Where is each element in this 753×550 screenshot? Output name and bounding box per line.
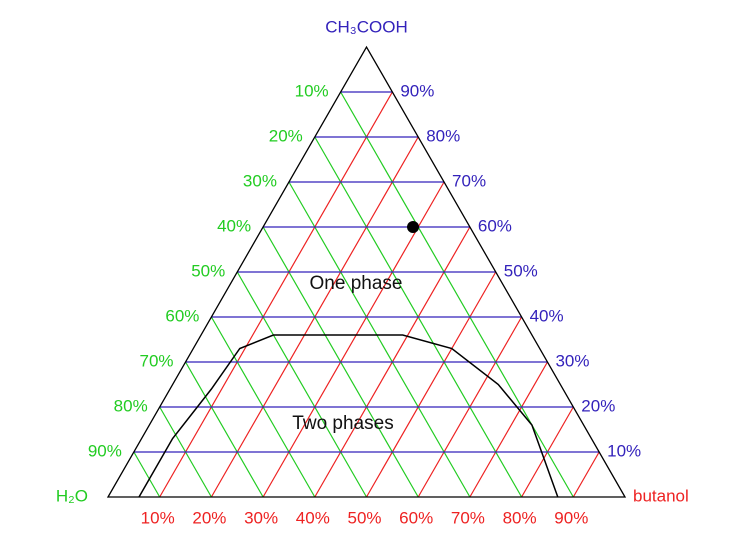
composition-point (407, 221, 420, 233)
water-grid-line (340, 91, 574, 498)
acid-tick-label: 20% (581, 396, 615, 415)
butanol-tick-label: 20% (192, 508, 226, 527)
water-grid-line (133, 451, 161, 498)
annotation: Two phases (292, 413, 393, 434)
water-tick-label: 80% (114, 396, 148, 415)
acid-tick-label: 80% (426, 126, 460, 145)
butanol-grid-line (365, 271, 497, 498)
butanol-tick-label: 40% (296, 508, 330, 527)
butanol-tick-label: 60% (399, 508, 433, 527)
water-tick-label: 70% (140, 351, 174, 370)
butanol-tick-label: 50% (347, 508, 381, 527)
acid-tick-label: 10% (607, 441, 641, 460)
butanol-tick-label: 90% (554, 508, 588, 527)
water-grid-line (236, 271, 368, 498)
water-grid-line (185, 361, 264, 498)
butanol-tick-label: 10% (141, 508, 175, 527)
corner-label: CH₃COOH (325, 17, 407, 36)
water-tick-label: 40% (217, 216, 251, 235)
butanol-tick-label: 70% (451, 508, 485, 527)
corner-label: butanol (633, 486, 689, 505)
annotation: One phase (310, 273, 403, 294)
butanol-tick-label: 30% (244, 508, 278, 527)
water-grid-line (288, 181, 471, 498)
butanol-grid-line (469, 361, 548, 498)
butanol-tick-label: 80% (503, 508, 537, 527)
water-tick-label: 10% (295, 81, 329, 100)
acid-tick-label: 50% (504, 261, 538, 280)
water-tick-label: 60% (165, 306, 199, 325)
butanol-grid-line (262, 181, 445, 498)
water-tick-label: 90% (88, 441, 122, 460)
water-tick-label: 20% (269, 126, 303, 145)
butanol-grid-line (572, 451, 600, 498)
water-tick-label: 50% (191, 261, 225, 280)
acid-tick-label: 30% (555, 351, 589, 370)
acid-tick-label: 70% (452, 171, 486, 190)
binodal-curve (138, 334, 559, 498)
corner-label: H₂O (56, 486, 88, 505)
triangle-outline (106, 45, 627, 498)
water-tick-label: 30% (243, 171, 277, 190)
acid-tick-label: 60% (478, 216, 512, 235)
acid-tick-label: 40% (530, 306, 564, 325)
acid-tick-label: 90% (400, 81, 434, 100)
butanol-grid-line (159, 91, 393, 498)
